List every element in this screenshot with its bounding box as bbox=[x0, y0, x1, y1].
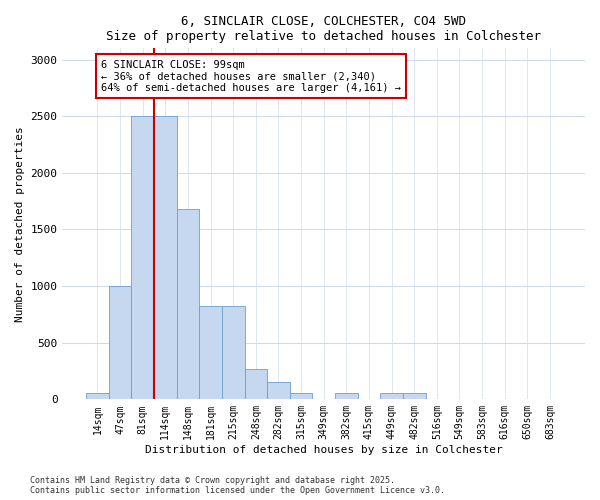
Bar bbox=[86, 392, 109, 400]
Bar bbox=[358, 399, 380, 400]
Bar bbox=[403, 392, 425, 400]
Bar bbox=[131, 116, 154, 400]
Bar bbox=[471, 399, 493, 400]
Bar bbox=[516, 399, 539, 400]
Bar bbox=[245, 369, 267, 400]
Y-axis label: Number of detached properties: Number of detached properties bbox=[15, 126, 25, 322]
Bar bbox=[154, 116, 176, 400]
X-axis label: Distribution of detached houses by size in Colchester: Distribution of detached houses by size … bbox=[145, 445, 503, 455]
Bar bbox=[290, 392, 313, 400]
Bar bbox=[335, 392, 358, 400]
Bar bbox=[176, 209, 199, 400]
Bar bbox=[313, 399, 335, 400]
Bar bbox=[199, 306, 222, 400]
Bar bbox=[448, 399, 471, 400]
Text: Contains HM Land Registry data © Crown copyright and database right 2025.
Contai: Contains HM Land Registry data © Crown c… bbox=[30, 476, 445, 495]
Bar bbox=[425, 399, 448, 400]
Bar bbox=[493, 399, 516, 400]
Bar bbox=[222, 306, 245, 400]
Bar bbox=[109, 286, 131, 400]
Bar bbox=[539, 399, 561, 400]
Text: 6 SINCLAIR CLOSE: 99sqm
← 36% of detached houses are smaller (2,340)
64% of semi: 6 SINCLAIR CLOSE: 99sqm ← 36% of detache… bbox=[101, 60, 401, 93]
Title: 6, SINCLAIR CLOSE, COLCHESTER, CO4 5WD
Size of property relative to detached hou: 6, SINCLAIR CLOSE, COLCHESTER, CO4 5WD S… bbox=[106, 15, 541, 43]
Bar bbox=[267, 382, 290, 400]
Bar bbox=[380, 392, 403, 400]
